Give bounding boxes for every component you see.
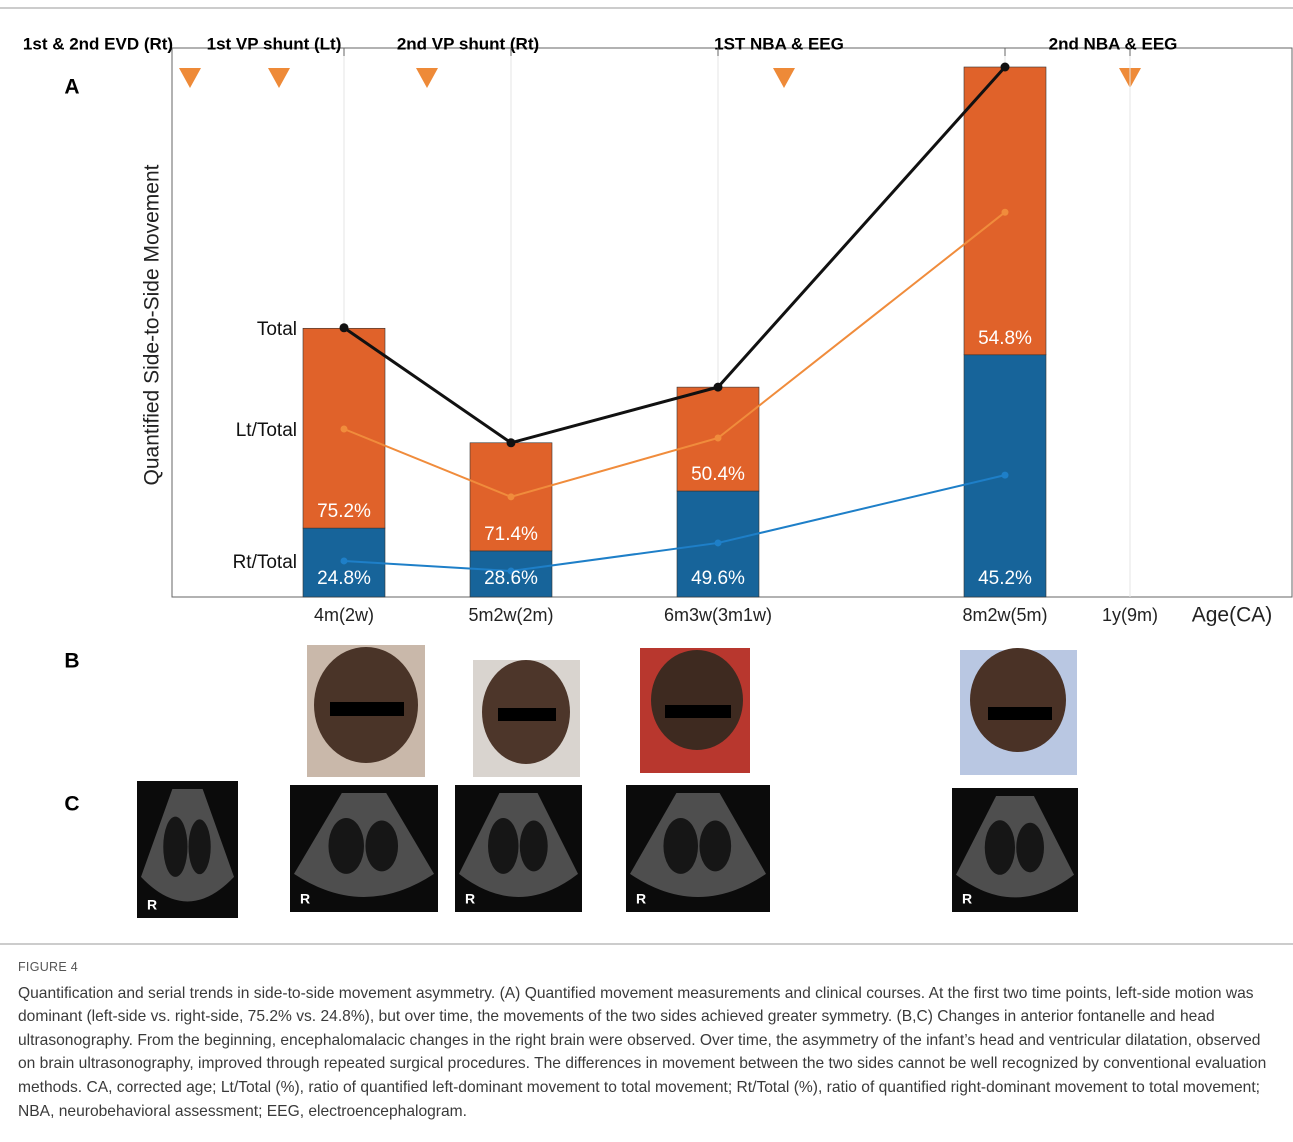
- ratio-label: 50.4%: [691, 464, 745, 485]
- ultrasound-ventricle: [663, 818, 698, 874]
- event-marker: [773, 68, 795, 88]
- event-marker: [416, 68, 438, 88]
- ultrasound-ventricle: [519, 820, 548, 872]
- event-marker: [268, 68, 290, 88]
- photo-mask: [330, 702, 404, 716]
- ratio-label: 75.2%: [317, 501, 371, 522]
- photo-mask: [498, 708, 556, 721]
- x-tick-label: 6m3w(3m1w): [664, 605, 772, 625]
- photo: [651, 650, 743, 750]
- ultrasound-ventricle: [699, 820, 732, 872]
- ratio-label: 45.2%: [978, 568, 1032, 589]
- face-photos: [307, 645, 1077, 777]
- event-label: 2nd VP shunt (Rt): [397, 34, 539, 53]
- ratio-label: 28.6%: [484, 568, 538, 589]
- ultrasound-ventricle: [365, 820, 399, 872]
- ratio-label: 24.8%: [317, 568, 371, 589]
- line-point: [507, 567, 515, 575]
- y-axis-label: Quantified Side-to-Side Movement: [141, 164, 164, 485]
- ultrasound-marker: R: [636, 891, 646, 907]
- ultrasound-fan: [956, 796, 1074, 898]
- ultrasound-fan: [141, 789, 234, 902]
- line-point: [713, 382, 723, 392]
- ultrasound-ventricle: [328, 818, 364, 874]
- figure-graphic: A B C Quantified Side-to-Side Movement A…: [0, 7, 1293, 945]
- line-point: [714, 434, 722, 442]
- ultrasound-marker: R: [300, 891, 310, 907]
- x-tick-label: 8m2w(5m): [962, 605, 1047, 625]
- ultrasound-ventricle: [188, 819, 211, 875]
- ultrasound-fan: [294, 793, 434, 897]
- line-point: [714, 539, 722, 547]
- bar-segment: [963, 354, 1047, 598]
- ultrasound-marker: R: [465, 891, 475, 907]
- x-tick-label: 1y(9m): [1102, 605, 1158, 625]
- line-point: [1000, 62, 1010, 72]
- line-point: [340, 425, 348, 433]
- ratio-label: 49.6%: [691, 568, 745, 589]
- ultrasound-ventricle: [488, 818, 519, 874]
- event-label: 1ST NBA & EEG: [714, 34, 844, 53]
- event-label: 2nd NBA & EEG: [1049, 34, 1178, 53]
- photo-mask: [665, 705, 731, 718]
- line-point: [507, 493, 515, 501]
- line: [343, 211, 1006, 498]
- x-tick-label: 5m2w(2m): [468, 605, 553, 625]
- panel-label: B: [64, 650, 79, 673]
- event-label: 1st VP shunt (Lt): [207, 34, 342, 53]
- caption: FIGURE 4 Quantification and serial trend…: [18, 956, 1280, 1123]
- figure-label: FIGURE 4: [18, 960, 79, 974]
- line-point: [1001, 208, 1009, 216]
- line: [343, 474, 1006, 573]
- ultrasound-marker: R: [147, 897, 157, 913]
- line: [343, 65, 1007, 445]
- ratio-label: 54.8%: [978, 328, 1032, 349]
- x-axis-label: Age(CA): [1192, 604, 1273, 627]
- ultrasound-ventricle: [163, 816, 188, 877]
- caption-text: Quantification and serial trends in side…: [18, 984, 1267, 1120]
- line-point: [1001, 471, 1009, 479]
- x-tick-label: 4m(2w): [314, 605, 374, 625]
- line-label: Total: [257, 319, 297, 340]
- line-point: [506, 438, 516, 448]
- ratio-label: 71.4%: [484, 524, 538, 545]
- ultrasound-fan: [630, 793, 766, 897]
- panel-label: A: [64, 76, 79, 99]
- panel-label: C: [64, 793, 79, 816]
- line-point: [339, 323, 349, 333]
- line-label: Lt/Total: [236, 420, 297, 441]
- ultrasound-marker: R: [962, 891, 972, 907]
- line-point: [340, 557, 348, 565]
- photo-mask: [988, 707, 1052, 720]
- ultrasound-fan: [459, 793, 578, 897]
- event-marker: [179, 68, 201, 88]
- ultrasound-ventricle: [1016, 822, 1044, 873]
- line-label: Rt/Total: [233, 552, 297, 573]
- ultrasound-ventricle: [984, 820, 1015, 875]
- event-label: 1st & 2nd EVD (Rt): [23, 34, 173, 53]
- photo: [970, 648, 1066, 752]
